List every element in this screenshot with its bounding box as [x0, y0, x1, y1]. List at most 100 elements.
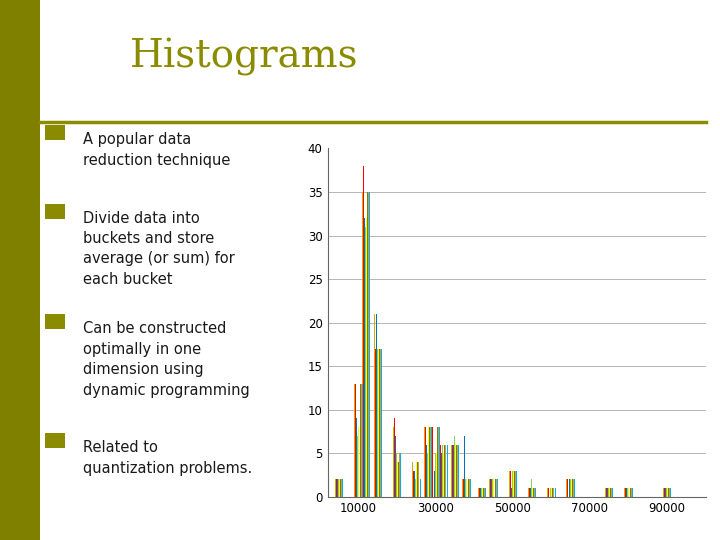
- Bar: [376, 314, 377, 497]
- Bar: [625, 488, 626, 497]
- Bar: [415, 480, 416, 497]
- Bar: [458, 444, 459, 497]
- Text: Divide data into
buckets and store
average (or sum) for
each bucket: Divide data into buckets and store avera…: [83, 211, 235, 287]
- Bar: [45, 314, 65, 329]
- Bar: [607, 488, 608, 497]
- Bar: [535, 488, 536, 497]
- Bar: [355, 383, 356, 497]
- Bar: [381, 349, 382, 497]
- Bar: [429, 427, 430, 497]
- Bar: [666, 488, 667, 497]
- Bar: [336, 480, 337, 497]
- Bar: [465, 480, 467, 497]
- Bar: [339, 480, 341, 497]
- Bar: [438, 427, 440, 497]
- Bar: [493, 480, 495, 497]
- Text: Related to
quantization problems.: Related to quantization problems.: [83, 440, 252, 476]
- Bar: [335, 480, 336, 497]
- Bar: [531, 480, 532, 497]
- Bar: [439, 436, 440, 497]
- Bar: [484, 488, 485, 497]
- Bar: [670, 488, 671, 497]
- Bar: [366, 218, 367, 497]
- Bar: [433, 471, 434, 497]
- Bar: [431, 427, 432, 497]
- Bar: [454, 436, 455, 497]
- Bar: [497, 480, 498, 497]
- Bar: [529, 488, 530, 497]
- Bar: [374, 349, 376, 497]
- Bar: [364, 218, 365, 497]
- Bar: [363, 166, 364, 497]
- Bar: [571, 480, 572, 497]
- Bar: [423, 427, 425, 497]
- Bar: [491, 480, 492, 497]
- Bar: [629, 488, 631, 497]
- Bar: [437, 427, 438, 497]
- Text: A popular data
reduction technique: A popular data reduction technique: [83, 132, 230, 168]
- Bar: [453, 444, 454, 497]
- Bar: [624, 488, 625, 497]
- Bar: [508, 471, 510, 497]
- Bar: [483, 488, 484, 497]
- Bar: [0, 0, 40, 540]
- Bar: [426, 444, 427, 497]
- Bar: [482, 488, 483, 497]
- Bar: [495, 480, 497, 497]
- Bar: [510, 488, 512, 497]
- Bar: [469, 480, 471, 497]
- Bar: [440, 444, 441, 497]
- Bar: [605, 488, 606, 497]
- Bar: [490, 480, 491, 497]
- Bar: [663, 488, 664, 497]
- Bar: [365, 227, 366, 497]
- Bar: [425, 427, 426, 497]
- Bar: [45, 433, 65, 448]
- Bar: [550, 488, 552, 497]
- Bar: [485, 488, 486, 497]
- Bar: [669, 488, 670, 497]
- Bar: [397, 462, 398, 497]
- Bar: [513, 471, 514, 497]
- Bar: [337, 480, 338, 497]
- Bar: [626, 488, 627, 497]
- Bar: [574, 480, 575, 497]
- Bar: [45, 125, 65, 140]
- Bar: [380, 349, 381, 497]
- Bar: [377, 349, 378, 497]
- Bar: [665, 488, 666, 497]
- Bar: [631, 488, 633, 497]
- Bar: [547, 488, 548, 497]
- Bar: [362, 192, 363, 497]
- Bar: [378, 349, 379, 497]
- Bar: [467, 480, 469, 497]
- Bar: [399, 453, 400, 497]
- Bar: [367, 192, 368, 497]
- Bar: [457, 444, 458, 497]
- Bar: [379, 349, 380, 497]
- Bar: [414, 471, 415, 497]
- Bar: [569, 480, 570, 497]
- Bar: [667, 488, 668, 497]
- Text: Histograms: Histograms: [130, 38, 358, 76]
- Bar: [338, 480, 339, 497]
- Bar: [664, 488, 665, 497]
- Bar: [609, 488, 611, 497]
- Bar: [430, 427, 431, 497]
- Bar: [396, 453, 397, 497]
- Bar: [533, 488, 534, 497]
- Bar: [357, 436, 359, 497]
- Bar: [464, 436, 465, 497]
- Bar: [455, 444, 456, 497]
- Bar: [456, 444, 457, 497]
- Bar: [512, 471, 513, 497]
- Bar: [611, 488, 612, 497]
- Bar: [567, 480, 569, 497]
- Bar: [359, 383, 361, 497]
- Bar: [481, 488, 482, 497]
- Bar: [441, 453, 442, 497]
- Text: Can be constructed
optimally in one
dimension using
dynamic programming: Can be constructed optimally in one dime…: [83, 321, 250, 397]
- Bar: [463, 480, 464, 497]
- Bar: [444, 444, 446, 497]
- Bar: [428, 427, 429, 497]
